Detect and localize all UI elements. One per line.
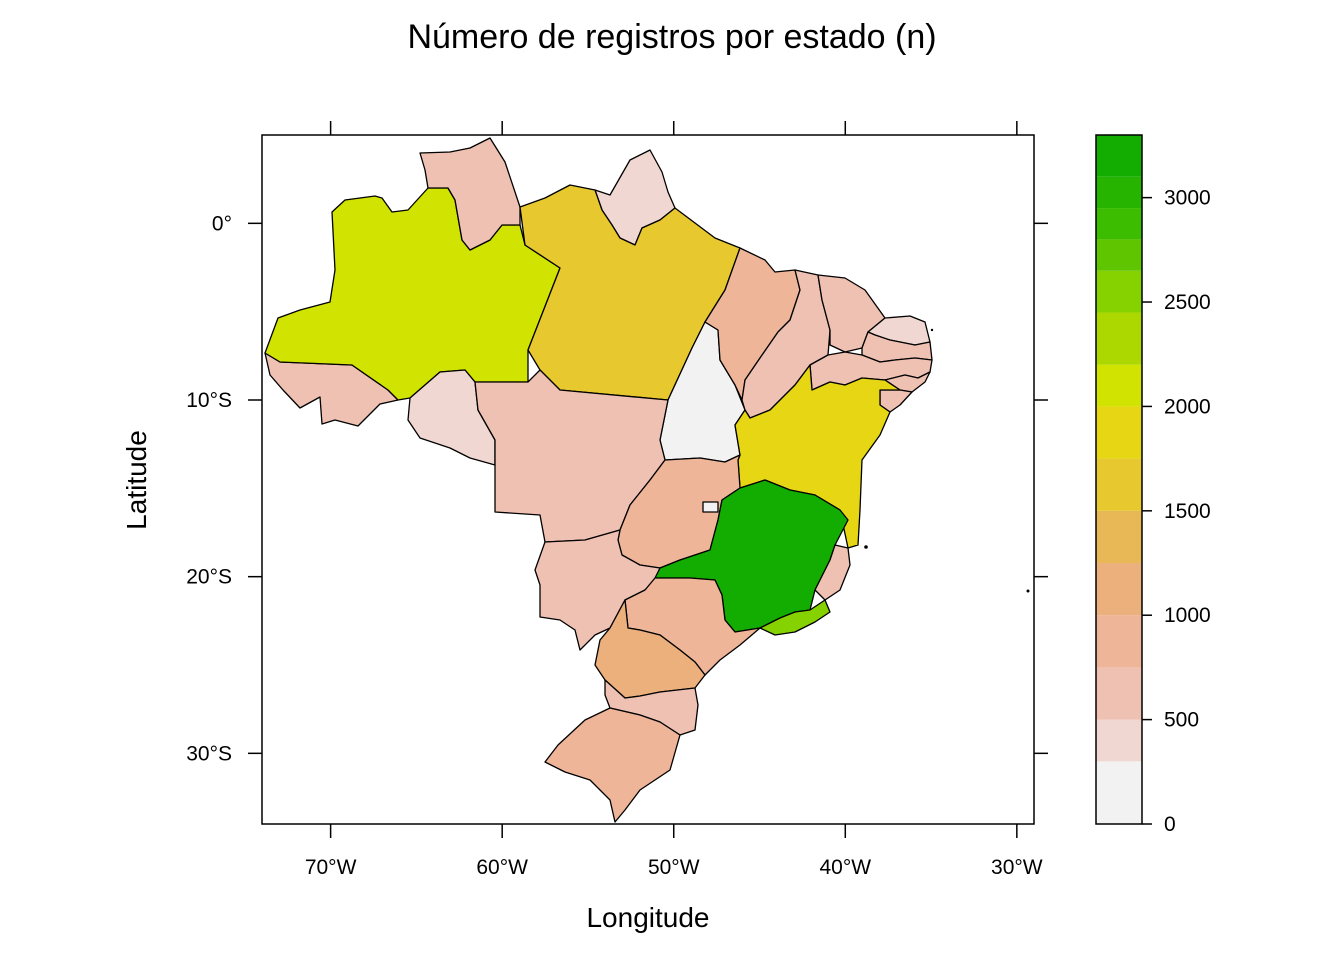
- plot-panel-border: [261, 134, 1035, 825]
- chart-title: Número de registros por estado (n): [407, 18, 936, 56]
- x-tick-label: 70°W: [305, 856, 357, 879]
- colorbar-bin: [1096, 406, 1142, 459]
- colorbar-bin: [1096, 719, 1142, 762]
- colorbar-border: [1095, 134, 1143, 825]
- state-rj: [759, 599, 831, 636]
- x-tick-label: 40°W: [819, 856, 871, 879]
- colorbar-tick-label: 1500: [1164, 500, 1211, 523]
- colorbar-bin: [1096, 667, 1142, 720]
- colorbar-tick-label: 3000: [1164, 187, 1211, 210]
- axes-group: 70°W 60°W 50°W 40°W 30°W 0° 10°S 20°S 30°S: [186, 121, 1048, 879]
- x-tick-label: 60°W: [476, 856, 528, 879]
- state-rs: [544, 707, 681, 823]
- y-tick-label: 10°S: [186, 389, 232, 412]
- colorbar-bin: [1096, 239, 1142, 271]
- state-rr: [419, 137, 521, 251]
- colorbar-tick-label: 2500: [1164, 291, 1211, 314]
- colorbar-bin: [1096, 761, 1142, 824]
- colorbar-tick-label: 1000: [1164, 604, 1211, 627]
- colorbar-bin: [1096, 135, 1142, 177]
- y-axis-label: Latitude: [121, 430, 152, 530]
- x-axis-label: Longitude: [586, 902, 709, 933]
- colorbar-bin: [1096, 208, 1142, 240]
- colorbar-bin: [1096, 312, 1142, 365]
- x-tick-label: 50°W: [648, 856, 700, 879]
- colorbar-bin: [1096, 510, 1142, 564]
- colorbar-bin: [1096, 458, 1142, 511]
- map-layer: [261, 134, 1035, 825]
- colorbar-tick-label: 2000: [1164, 395, 1211, 418]
- colorbar-bin: [1096, 364, 1142, 407]
- colorbar-bin: [1096, 615, 1142, 668]
- y-tick-label: 20°S: [186, 566, 232, 589]
- colorbar-bin: [1096, 176, 1142, 209]
- state-pr: [594, 599, 706, 699]
- y-tick-label: 30°S: [186, 742, 232, 765]
- state-df: [702, 501, 719, 513]
- x-tick-label: 30°W: [991, 856, 1043, 879]
- colorbar: 0 500 1000 1500 2000 2500 3000: [1095, 134, 1211, 836]
- y-tick-label: 0°: [212, 212, 232, 235]
- state-pa: [519, 184, 741, 401]
- island-marker: [864, 545, 868, 549]
- colorbar-bin: [1096, 563, 1142, 616]
- islands-group: [864, 328, 1030, 593]
- colorbar-tick-label: 0: [1164, 813, 1176, 836]
- colorbar-tick-label: 500: [1164, 709, 1199, 732]
- colorbar-bin: [1096, 270, 1142, 313]
- island-marker: [1026, 589, 1030, 593]
- states-group: [264, 137, 933, 823]
- state-es: [814, 544, 851, 601]
- island-marker: [930, 328, 934, 332]
